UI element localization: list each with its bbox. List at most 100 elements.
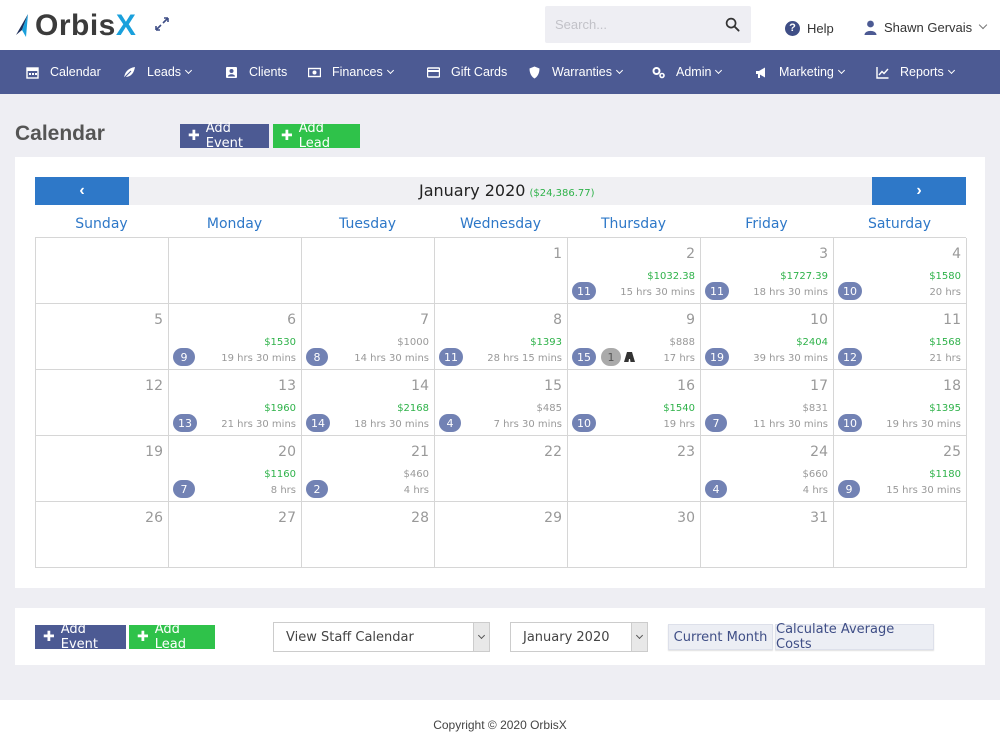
day-number: 14: [411, 378, 429, 394]
calendar-day-cell[interactable]: 22: [435, 436, 568, 502]
nav-item-marketing[interactable]: Marketing: [755, 50, 845, 94]
day-number: 7: [420, 312, 429, 328]
day-revenue: $1160: [264, 469, 296, 480]
day-number: 5: [154, 312, 163, 328]
add-lead-button[interactable]: ✚ Add Lead: [273, 121, 360, 151]
add-lead-button-bottom[interactable]: ✚ Add Lead: [129, 622, 215, 652]
event-count-badge[interactable]: 2: [306, 480, 328, 498]
event-count-badge[interactable]: 7: [173, 480, 195, 498]
event-count-badge[interactable]: 4: [705, 480, 727, 498]
day-number: 9: [686, 312, 695, 328]
calendar-day-cell[interactable]: 18 $1395 19 hrs 30 mins 10: [834, 370, 967, 436]
calendar-day-cell[interactable]: 6 $1530 19 hrs 30 mins 9: [169, 304, 302, 370]
help-link[interactable]: ? Help: [785, 18, 834, 38]
day-revenue: $1180: [929, 469, 961, 480]
calendar-day-cell[interactable]: 3 $1727.39 18 hrs 30 mins 11: [701, 238, 834, 304]
nav-item-gift-cards[interactable]: Gift Cards: [427, 50, 507, 94]
event-count-badge[interactable]: 7: [705, 414, 727, 432]
event-count-badge[interactable]: 11: [439, 348, 463, 366]
calendar-day-cell[interactable]: 25 $1180 15 hrs 30 mins 9: [834, 436, 967, 502]
add-event-button[interactable]: ✚ Add Event: [180, 121, 269, 151]
question-circle-icon: ?: [785, 20, 800, 36]
event-count-badge[interactable]: 14: [306, 414, 330, 432]
event-count-badge[interactable]: 9: [838, 480, 860, 498]
event-count-badge[interactable]: 9: [173, 348, 195, 366]
add-event-button-bottom[interactable]: ✚ Add Event: [35, 622, 126, 652]
nav-item-finances[interactable]: Finances: [308, 50, 394, 94]
secondary-count-badge[interactable]: 1: [601, 348, 621, 366]
nav-item-warranties[interactable]: Warranties: [528, 50, 624, 94]
event-count-badge[interactable]: 8: [306, 348, 328, 366]
nav-item-leads[interactable]: Leads: [123, 50, 193, 94]
shield-icon: [529, 66, 540, 78]
event-count-badge[interactable]: 11: [705, 282, 729, 300]
user-menu[interactable]: Shawn Gervais: [864, 17, 988, 37]
calendar-day-cell[interactable]: 15 $485 7 hrs 30 mins 4: [435, 370, 568, 436]
calendar-day-cell[interactable]: 28: [302, 502, 435, 568]
day-number: 19: [145, 444, 163, 460]
nav-label: Finances: [332, 65, 383, 79]
event-count-badge[interactable]: 11: [572, 282, 596, 300]
current-month-button[interactable]: Current Month: [668, 624, 773, 650]
calculate-average-costs-button[interactable]: Calculate Average Costs: [775, 622, 934, 652]
day-number: 26: [145, 510, 163, 526]
nav-item-clients[interactable]: Clients: [225, 50, 287, 94]
event-count-badge[interactable]: 4: [439, 414, 461, 432]
add-lead-label: Add Lead: [154, 622, 186, 652]
contact-card-icon: [226, 66, 237, 78]
event-count-badge[interactable]: 10: [838, 414, 862, 432]
calendar-day-cell[interactable]: 19: [36, 436, 169, 502]
day-hours: 4 hrs: [802, 485, 828, 496]
calendar-day-cell[interactable]: 2 $1032.38 15 hrs 30 mins 11: [568, 238, 701, 304]
day-number: 3: [819, 246, 828, 262]
calendar-day-cell[interactable]: 24 $660 4 hrs 4: [701, 436, 834, 502]
search-input[interactable]: [545, 6, 715, 43]
calendar-day-cell[interactable]: 21 $460 4 hrs 2: [302, 436, 435, 502]
calendar-day-cell[interactable]: 7 $1000 14 hrs 30 mins 8: [302, 304, 435, 370]
day-number: 27: [278, 510, 296, 526]
calendar-day-cell[interactable]: 5: [36, 304, 169, 370]
month-header-bar: [35, 177, 965, 205]
event-count-badge[interactable]: 19: [705, 348, 729, 366]
calendar-day-cell[interactable]: 4 $1580 20 hrs 10: [834, 238, 967, 304]
event-count-badge[interactable]: 10: [838, 282, 862, 300]
event-count-badge[interactable]: 13: [173, 414, 197, 432]
event-count-badge[interactable]: 15: [572, 348, 596, 366]
day-number: 16: [677, 378, 695, 394]
calendar-day-cell[interactable]: 20 $1160 8 hrs 7: [169, 436, 302, 502]
day-revenue: $1727.39: [780, 271, 828, 282]
calendar-day-cell[interactable]: 27: [169, 502, 302, 568]
calendar-day-cell[interactable]: 29: [435, 502, 568, 568]
calendar-day-cell[interactable]: 11 $1568 21 hrs 12: [834, 304, 967, 370]
orbisx-logo[interactable]: OrbisX: [14, 8, 136, 44]
calendar-day-cell[interactable]: 1: [435, 238, 568, 304]
event-count-badge[interactable]: 12: [838, 348, 862, 366]
prev-month-button[interactable]: ‹: [35, 177, 129, 205]
expand-icon[interactable]: [153, 15, 171, 33]
calendar-day-cell[interactable]: 31: [701, 502, 834, 568]
calendar-day-cell[interactable]: 8 $1393 28 hrs 15 mins 11: [435, 304, 568, 370]
next-month-button[interactable]: ›: [872, 177, 966, 205]
calendar-day-cell[interactable]: 17 $831 11 hrs 30 mins 7: [701, 370, 834, 436]
staff-select-value: View Staff Calendar: [286, 629, 414, 645]
calendar-day-cell[interactable]: 26: [36, 502, 169, 568]
calendar-day-cell[interactable]: 12: [36, 370, 169, 436]
calendar-empty-cell: [302, 238, 435, 304]
calendar-day-cell[interactable]: 16 $1540 19 hrs 10: [568, 370, 701, 436]
road-icon: [624, 352, 635, 362]
nav-item-admin[interactable]: Admin: [652, 50, 723, 94]
event-count-badge[interactable]: 10: [572, 414, 596, 432]
staff-calendar-select[interactable]: View Staff Calendar: [273, 622, 490, 652]
calendar-day-cell[interactable]: 13 $1960 21 hrs 30 mins 13: [169, 370, 302, 436]
calendar-day-cell[interactable]: 14 $2168 18 hrs 30 mins 14: [302, 370, 435, 436]
search-icon[interactable]: [725, 17, 740, 32]
day-hours: 4 hrs: [403, 485, 429, 496]
nav-item-calendar[interactable]: Calendar: [26, 50, 101, 94]
logo-arrow-icon: [16, 14, 28, 37]
nav-item-reports[interactable]: Reports: [876, 50, 955, 94]
calendar-day-cell[interactable]: 10 $2404 39 hrs 30 mins 19: [701, 304, 834, 370]
calendar-day-cell[interactable]: 23: [568, 436, 701, 502]
month-select[interactable]: January 2020: [510, 622, 648, 652]
calendar-day-cell[interactable]: 9 $888 17 hrs 15 1: [568, 304, 701, 370]
calendar-day-cell[interactable]: 30: [568, 502, 701, 568]
